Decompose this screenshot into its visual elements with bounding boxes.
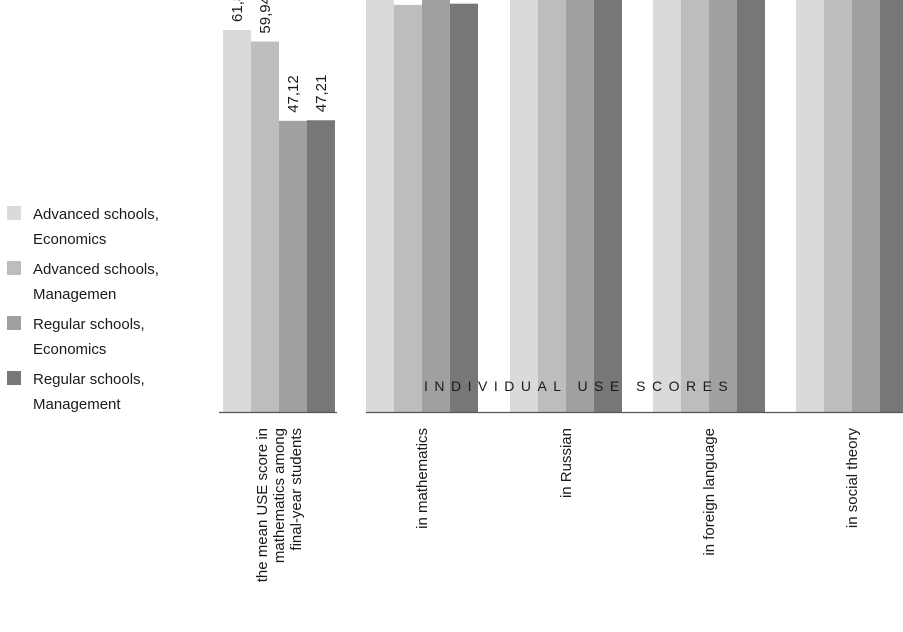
legend-label-3-line-1: Regular schools, bbox=[33, 316, 145, 333]
category-label-4-line-1: in foreign language bbox=[701, 428, 718, 556]
category-label-1-line-1: the mean USE score in bbox=[254, 428, 271, 582]
value-label-series1-cat1: 61,82 bbox=[229, 0, 246, 22]
value-label-series4-cat1: 47,21 bbox=[313, 75, 330, 113]
bar-series1-cat2 bbox=[366, 0, 394, 412]
legend-swatch-3 bbox=[7, 316, 21, 330]
category-label-5-line-1: in social theory bbox=[844, 428, 861, 529]
category-label-2-line-1: in mathematics bbox=[414, 428, 431, 529]
legend-label-1-line-1: Advanced schools, bbox=[33, 206, 159, 223]
bar-series2-cat5 bbox=[824, 0, 852, 413]
value-labels-layer: 61,8272,6485,6981,9475,1159,9465,8783,47… bbox=[229, 0, 330, 113]
legend: Advanced schools, Economics Advanced schoo… bbox=[7, 206, 159, 413]
bar-series4-cat3 bbox=[594, 0, 622, 412]
bar-series1-cat5 bbox=[796, 0, 824, 413]
legend-swatch-1 bbox=[7, 206, 21, 220]
category-label-1-line-3: final-year students bbox=[288, 428, 305, 551]
bar-series4-cat4 bbox=[737, 0, 765, 412]
bar-series3-cat1 bbox=[279, 120, 307, 412]
category-label-1-line-2: mathematics among bbox=[271, 428, 288, 563]
category-label-3-line-1: in Russian bbox=[558, 428, 575, 498]
value-label-series3-cat1: 47,12 bbox=[285, 75, 302, 113]
section-title: INDIVIDUAL USE SCORES bbox=[424, 378, 734, 394]
legend-label-3-line-2: Economics bbox=[33, 341, 106, 358]
bar-series1-cat3 bbox=[510, 0, 538, 413]
bar-series4-cat2 bbox=[450, 3, 478, 412]
category-labels-layer: the mean USE score in mathematics among fi… bbox=[254, 428, 861, 583]
legend-label-2-line-2: Managemen bbox=[33, 286, 116, 303]
value-label-series2-cat1: 59,94 bbox=[257, 0, 274, 34]
bar-series2-cat2 bbox=[394, 4, 422, 412]
bar-series2-cat4 bbox=[681, 0, 709, 413]
bar-series4-cat5 bbox=[880, 0, 903, 413]
legend-swatch-4 bbox=[7, 371, 21, 385]
bar-series3-cat4 bbox=[709, 0, 737, 413]
bar-series3-cat2 bbox=[422, 0, 450, 412]
bar-series1-cat4 bbox=[653, 0, 681, 412]
bar-series2-cat1 bbox=[251, 41, 279, 412]
legend-label-2-line-1: Advanced schools, bbox=[33, 261, 159, 278]
legend-swatch-2 bbox=[7, 261, 21, 275]
legend-label-4-line-1: Regular schools, bbox=[33, 371, 145, 388]
bars-layer bbox=[223, 0, 903, 413]
bar-series3-cat5 bbox=[852, 0, 880, 413]
bar-series1-cat1 bbox=[223, 29, 251, 413]
bar-series4-cat1 bbox=[307, 120, 335, 413]
bar-series2-cat3 bbox=[538, 0, 566, 413]
bar-series3-cat3 bbox=[566, 0, 594, 412]
legend-label-4-line-2: Management bbox=[33, 396, 121, 413]
legend-label-1-line-2: Economics bbox=[33, 231, 106, 248]
